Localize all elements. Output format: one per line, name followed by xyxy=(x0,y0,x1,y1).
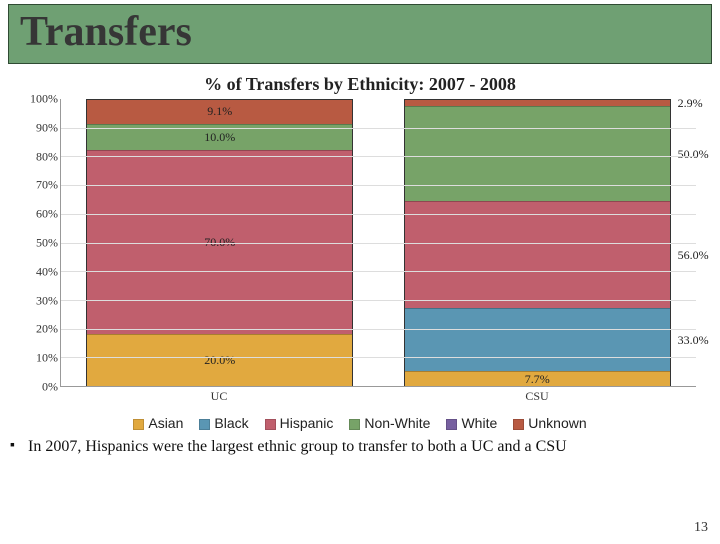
legend-swatch xyxy=(265,419,276,430)
legend-label: Non-White xyxy=(364,415,430,431)
segment-black: 33.0% xyxy=(405,308,670,371)
y-tick: 50% xyxy=(12,236,58,251)
grid-line xyxy=(61,271,696,272)
legend-swatch xyxy=(133,419,144,430)
legend-item-unknown: Unknown xyxy=(513,415,586,431)
legend-item-asian: Asian xyxy=(133,415,183,431)
legend: Asian Black Hispanic Non-White White Unknown xyxy=(0,415,720,431)
legend-label: Hispanic xyxy=(280,415,334,431)
title-banner: Transfers xyxy=(8,4,712,64)
grid-line xyxy=(61,128,696,129)
y-tick: 90% xyxy=(12,120,58,135)
legend-item-black: Black xyxy=(199,415,248,431)
y-tick: 70% xyxy=(12,178,58,193)
x-label: CSU xyxy=(403,389,670,409)
grid-line xyxy=(61,243,696,244)
segment-hispanic: 56.0% xyxy=(405,201,670,308)
stacked-bar-chart: 0%10%20%30%40%50%60%70%80%90%100% 20.0%7… xyxy=(60,99,696,409)
legend-swatch xyxy=(349,419,360,430)
legend-item-white: White xyxy=(446,415,497,431)
x-axis-labels: UC CSU xyxy=(60,389,696,409)
legend-swatch xyxy=(513,419,524,430)
segment-label: 2.9% xyxy=(678,96,703,111)
legend-label: White xyxy=(461,415,497,431)
segment-non-white: 50.0% xyxy=(405,106,670,202)
y-tick: 100% xyxy=(12,92,58,107)
segment-label: 7.7% xyxy=(525,372,550,387)
segment-label: 20.0% xyxy=(204,353,235,368)
y-tick: 10% xyxy=(12,351,58,366)
segment-label: 50.0% xyxy=(678,147,709,162)
grid-line xyxy=(61,329,696,330)
segment-asian: 20.0% xyxy=(87,334,352,386)
y-tick: 80% xyxy=(12,149,58,164)
y-tick: 60% xyxy=(12,207,58,222)
page-title: Transfers xyxy=(8,4,712,64)
grid-line xyxy=(61,156,696,157)
y-tick: 40% xyxy=(12,264,58,279)
segment-unknown: 9.1% xyxy=(87,100,352,124)
segment-label: 9.1% xyxy=(207,104,232,119)
legend-item-hispanic: Hispanic xyxy=(265,415,334,431)
grid-line xyxy=(61,185,696,186)
plot-area: 20.0%70.0%10.0%9.1%7.7%33.0%56.0%50.0%2.… xyxy=(60,99,696,387)
segment-asian: 7.7% xyxy=(405,371,670,386)
x-label: UC xyxy=(85,389,352,409)
bullet-point: In 2007, Hispanics were the largest ethn… xyxy=(28,437,700,457)
legend-label: Asian xyxy=(148,415,183,431)
grid-line xyxy=(61,214,696,215)
legend-item-non-white: Non-White xyxy=(349,415,430,431)
grid-line xyxy=(61,357,696,358)
chart-title: % of Transfers by Ethnicity: 2007 - 2008 xyxy=(0,74,720,95)
y-tick: 0% xyxy=(12,380,58,395)
grid-line xyxy=(61,300,696,301)
legend-label: Unknown xyxy=(528,415,586,431)
y-tick: 30% xyxy=(12,293,58,308)
segment-label: 33.0% xyxy=(678,333,709,348)
segment-unknown: 2.9% xyxy=(405,100,670,106)
y-tick: 20% xyxy=(12,322,58,337)
y-axis: 0%10%20%30%40%50%60%70%80%90%100% xyxy=(12,99,58,387)
legend-swatch xyxy=(199,419,210,430)
page-number: 13 xyxy=(694,520,708,536)
segment-label: 56.0% xyxy=(678,248,709,263)
segment-label: 10.0% xyxy=(204,130,235,145)
legend-swatch xyxy=(446,419,457,430)
legend-label: Black xyxy=(214,415,248,431)
